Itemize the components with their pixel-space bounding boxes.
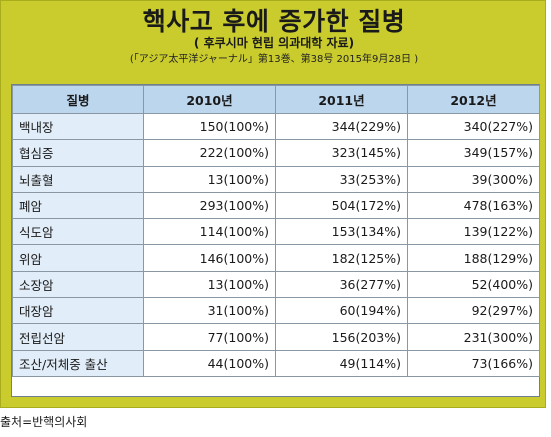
table-header-row: 질병 2010년 2011년 2012년	[12, 85, 540, 114]
value-2010: 293(100%)	[143, 191, 276, 220]
page-title: 핵사고 후에 증가한 질병	[142, 7, 406, 36]
journal-reference: (「アジア太平洋ジャーナル」第13巻、第38号 2015年9月28日 )	[129, 54, 419, 65]
header-2012: 2012년	[407, 85, 540, 114]
disease-name: 위암	[12, 244, 144, 272]
value-2010: 146(100%)	[143, 244, 276, 272]
value-2012: 52(400%)	[407, 270, 540, 299]
header-2010: 2010년	[143, 85, 276, 114]
disease-name: 폐암	[12, 191, 144, 220]
table-row: 식도암 114(100%) 153(134%) 139(122%)	[12, 218, 540, 246]
disease-name: 조산/저체중 출산	[12, 349, 144, 377]
disease-name: 대장암	[12, 297, 144, 325]
disease-table-container: 질병 2010년 2011년 2012년 백내장 150(100%) 344(2…	[11, 84, 540, 397]
value-2011: 323(145%)	[275, 139, 408, 167]
header-disease: 질병	[12, 85, 144, 114]
value-2011: 344(229%)	[275, 112, 408, 141]
value-2010: 222(100%)	[143, 139, 276, 167]
page-subtitle: ( 후쿠시마 현립 의과대학 자료)	[193, 36, 355, 50]
value-2011: 33(253%)	[275, 165, 408, 193]
disease-name: 식도암	[12, 218, 144, 246]
value-2012: 39(300%)	[407, 165, 540, 193]
table-row: 소장암 13(100%) 36(277%) 52(400%)	[12, 270, 540, 299]
value-2010: 77(100%)	[143, 323, 276, 351]
value-2010: 44(100%)	[143, 349, 276, 377]
title-panel: 핵사고 후에 증가한 질병 ( 후쿠시마 현립 의과대학 자료) (「アジア太平…	[0, 0, 546, 408]
value-2010: 13(100%)	[143, 165, 276, 193]
value-2012: 231(300%)	[407, 323, 540, 351]
header-2011: 2011년	[275, 85, 408, 114]
value-2012: 340(227%)	[407, 112, 540, 141]
value-2011: 182(125%)	[275, 244, 408, 272]
value-2011: 60(194%)	[275, 297, 408, 325]
value-2012: 73(166%)	[407, 349, 540, 377]
table-row: 폐암 293(100%) 504(172%) 478(163%)	[12, 191, 540, 220]
disease-name: 협심증	[12, 139, 144, 167]
value-2010: 150(100%)	[143, 112, 276, 141]
table-row: 협심증 222(100%) 323(145%) 349(157%)	[12, 139, 540, 167]
value-2012: 188(129%)	[407, 244, 540, 272]
value-2010: 114(100%)	[143, 218, 276, 246]
value-2011: 504(172%)	[275, 191, 408, 220]
value-2011: 49(114%)	[275, 349, 408, 377]
value-2010: 13(100%)	[143, 270, 276, 299]
value-2012: 478(163%)	[407, 191, 540, 220]
disease-name: 백내장	[12, 112, 144, 141]
disease-table: 질병 2010년 2011년 2012년 백내장 150(100%) 344(2…	[12, 85, 540, 377]
disease-name: 소장암	[12, 270, 144, 299]
value-2011: 153(134%)	[275, 218, 408, 246]
table-row: 위암 146(100%) 182(125%) 188(129%)	[12, 244, 540, 272]
source-caption: 출처=반핵의사회	[0, 415, 88, 429]
value-2011: 36(277%)	[275, 270, 408, 299]
table-row: 전립선암 77(100%) 156(203%) 231(300%)	[12, 323, 540, 351]
value-2012: 92(297%)	[407, 297, 540, 325]
disease-name: 뇌출혈	[12, 165, 144, 193]
table-row: 조산/저체중 출산 44(100%) 49(114%) 73(166%)	[12, 349, 540, 377]
value-2012: 349(157%)	[407, 139, 540, 167]
disease-name: 전립선암	[12, 323, 144, 351]
table-row: 백내장 150(100%) 344(229%) 340(227%)	[12, 112, 540, 141]
value-2012: 139(122%)	[407, 218, 540, 246]
value-2011: 156(203%)	[275, 323, 408, 351]
table-row: 뇌출혈 13(100%) 33(253%) 39(300%)	[12, 165, 540, 193]
table-row: 대장암 31(100%) 60(194%) 92(297%)	[12, 297, 540, 325]
value-2010: 31(100%)	[143, 297, 276, 325]
